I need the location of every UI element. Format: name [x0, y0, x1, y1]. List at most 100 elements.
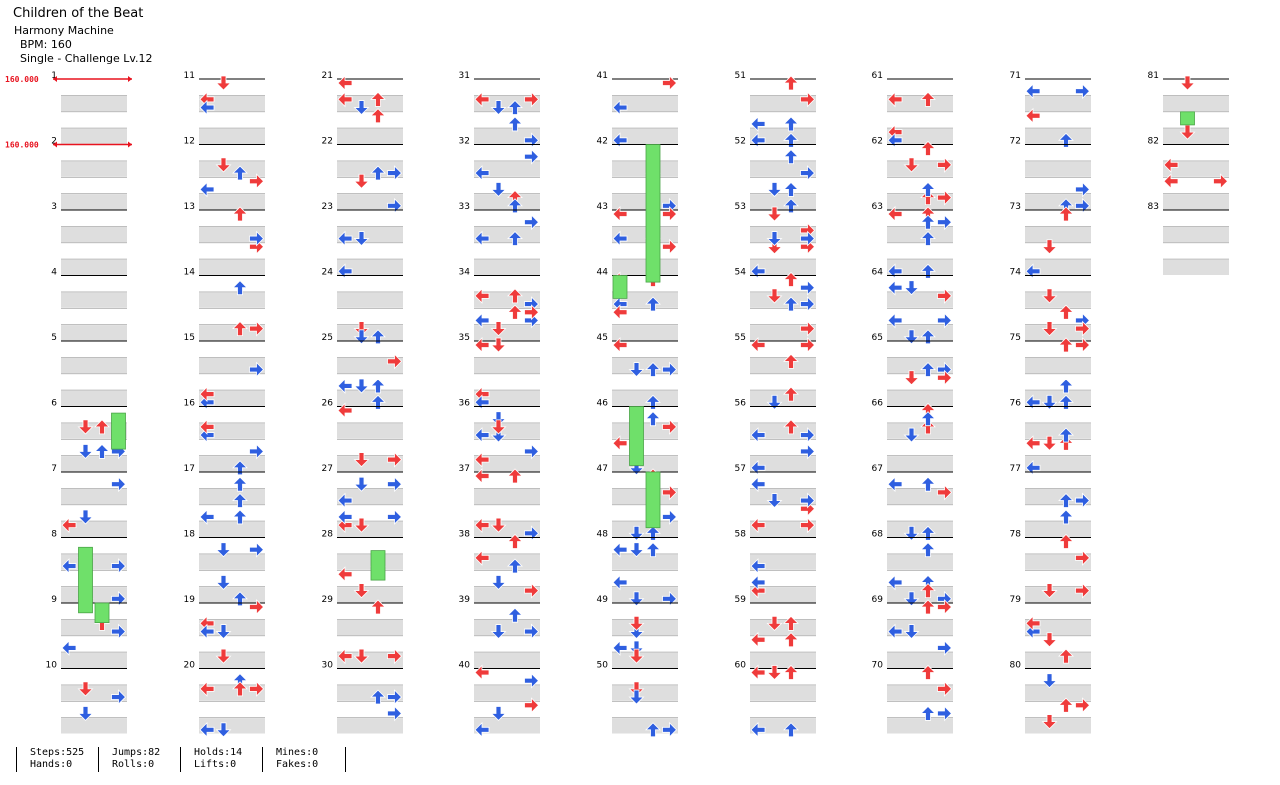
arrow-note — [353, 517, 370, 533]
arrow-shape — [766, 394, 783, 410]
arrow-shape — [783, 632, 799, 648]
arrow-note — [662, 508, 678, 525]
chart-stats: Steps:525 Hands:0 Jumps:82 Rolls:0 Holds… — [16, 747, 346, 773]
beat-band — [474, 488, 540, 505]
measure-number: 48 — [597, 530, 609, 540]
beat-band — [337, 488, 403, 505]
arrow-shape — [1179, 75, 1196, 91]
measure-number: 22 — [322, 137, 333, 147]
arrow-note — [474, 394, 490, 411]
hold-body — [370, 550, 386, 581]
measure-number: 5 — [51, 333, 57, 343]
arrow-shape — [353, 100, 370, 116]
arrow-shape — [903, 427, 920, 443]
measure-number: 63 — [872, 202, 883, 212]
arrow-shape — [612, 296, 628, 313]
arrow-note — [370, 378, 386, 394]
arrow-shape — [524, 697, 540, 714]
arrow-shape — [1025, 435, 1041, 452]
arrow-shape — [766, 288, 783, 304]
arrow-shape — [662, 206, 678, 222]
measure-number: 62 — [872, 137, 883, 147]
arrow-shape — [199, 508, 215, 525]
arrow-note — [920, 190, 936, 206]
arrow-note — [1058, 132, 1074, 148]
arrow-note — [1041, 583, 1058, 599]
arrow-note — [353, 321, 370, 337]
arrow-shape — [750, 115, 766, 132]
beat-band — [612, 194, 678, 210]
arrow-note — [232, 509, 248, 525]
arrow-shape — [920, 329, 936, 345]
beat-band — [1025, 554, 1091, 570]
arrow-note — [474, 517, 490, 534]
arrow-shape — [387, 476, 403, 493]
arrow-shape — [783, 386, 799, 402]
arrow-shape — [662, 238, 678, 255]
arrow-shape — [337, 91, 353, 108]
arrow-shape — [903, 624, 920, 640]
arrow-shape — [887, 263, 903, 280]
arrow-note — [920, 664, 936, 680]
arrow-shape — [920, 190, 936, 206]
arrow-note — [1179, 124, 1196, 140]
measure-number: 44 — [597, 268, 609, 278]
beat-band — [1025, 226, 1091, 243]
arrow-shape — [370, 108, 386, 124]
arrow-shape — [507, 558, 523, 574]
arrow-shape — [232, 492, 248, 508]
measure-number: 17 — [184, 464, 195, 474]
arrow-note — [77, 706, 94, 722]
arrow-note — [887, 623, 903, 640]
measure-number: 18 — [184, 530, 196, 540]
measure-number: 61 — [872, 71, 883, 81]
arrow-note — [612, 574, 628, 591]
arrow-note — [507, 607, 523, 623]
arrow-note — [903, 370, 920, 386]
beat-band — [61, 95, 127, 112]
arrow-note — [1025, 615, 1041, 632]
arrow-note — [1163, 156, 1179, 173]
arrow-shape — [645, 411, 661, 427]
arrow-note — [1075, 549, 1091, 566]
beat-band — [199, 587, 265, 603]
measure-number: 36 — [459, 399, 471, 409]
beat-band — [337, 718, 403, 734]
beat-band — [887, 587, 953, 603]
arrow-note — [111, 558, 127, 575]
arrow-note — [370, 394, 386, 410]
arrow-note — [887, 574, 903, 591]
stat-group-holds: Holds:14 Lifts:0 — [180, 747, 262, 772]
stat-rolls: Rolls:0 — [112, 759, 155, 770]
beat-band — [337, 390, 403, 406]
song-artist: Harmony Machine — [14, 24, 114, 37]
arrow-shape — [353, 378, 370, 394]
arrow-shape — [490, 321, 507, 337]
beat-band — [199, 456, 265, 472]
arrow-shape — [766, 182, 783, 198]
arrow-shape — [920, 419, 936, 435]
arrow-shape — [232, 321, 248, 337]
arrow-shape — [507, 230, 523, 246]
beat-band — [474, 718, 540, 734]
arrow-shape — [887, 623, 903, 640]
arrow-note — [232, 165, 248, 181]
arrow-shape — [1058, 378, 1074, 394]
measure-number: 67 — [872, 464, 883, 474]
beat-band — [1025, 456, 1091, 472]
arrow-shape — [232, 460, 248, 476]
arrow-shape — [628, 525, 645, 541]
measure-number: 25 — [322, 333, 333, 343]
arrow-shape — [1041, 673, 1058, 689]
beat-band — [612, 259, 678, 275]
arrow-shape — [662, 75, 678, 91]
arrow-shape — [800, 91, 816, 108]
beat-band — [1025, 357, 1091, 374]
arrow-note — [662, 361, 678, 378]
arrow-note — [1058, 304, 1074, 320]
arrow-note — [662, 418, 678, 435]
beat-band — [61, 521, 127, 537]
beat-band — [750, 521, 816, 537]
arrow-note — [337, 230, 353, 247]
arrow-shape — [750, 337, 766, 353]
